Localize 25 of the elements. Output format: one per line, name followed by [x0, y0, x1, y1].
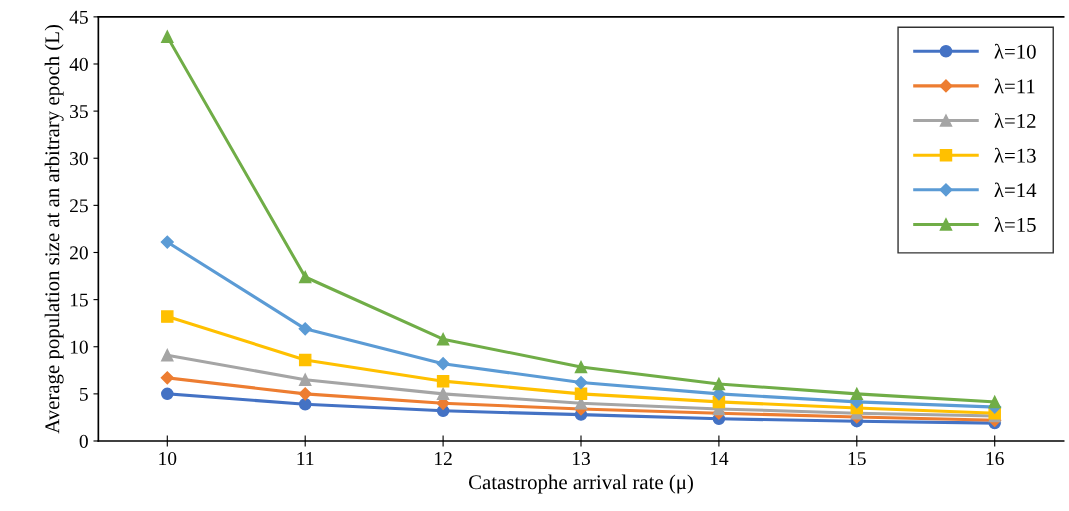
x-tick-label: 13 — [572, 452, 590, 466]
y-tick-label: 25 — [70, 199, 88, 213]
x-tick-label: 10 — [159, 451, 177, 466]
y-tick-label: 10 — [70, 340, 88, 354]
y-tick-label: 15 — [70, 293, 88, 307]
legend-label: λ=14 — [994, 182, 1037, 198]
y-tick-label: 40 — [69, 57, 88, 71]
x-tick-label: 16 — [986, 452, 1004, 466]
legend-label: λ=12 — [994, 113, 1036, 128]
x-tick-label: 15 — [848, 452, 866, 466]
y-tick-label: 45 — [69, 10, 88, 24]
x-tick-label: 14 — [710, 452, 729, 465]
legend-label: λ=13 — [994, 147, 1036, 163]
x-tick-label: 12 — [435, 452, 452, 465]
y-tick-label: 30 — [70, 152, 88, 166]
legend-label: λ=10 — [994, 43, 1036, 59]
x-tick-label: 11 — [297, 452, 314, 465]
y-tick-label: 5 — [80, 387, 88, 401]
y-tick-label: 35 — [70, 104, 88, 119]
y-tick-label: 0 — [79, 434, 88, 448]
legend-label: λ=11 — [994, 78, 1035, 94]
y-tick-label: 20 — [70, 246, 88, 260]
legend-label: λ=15 — [994, 217, 1036, 232]
x-axis-title: Catastrophe arrival rate (μ) — [468, 474, 693, 494]
y-axis-title: Average population size at an arbitrary epoch (L) — [44, 24, 64, 434]
